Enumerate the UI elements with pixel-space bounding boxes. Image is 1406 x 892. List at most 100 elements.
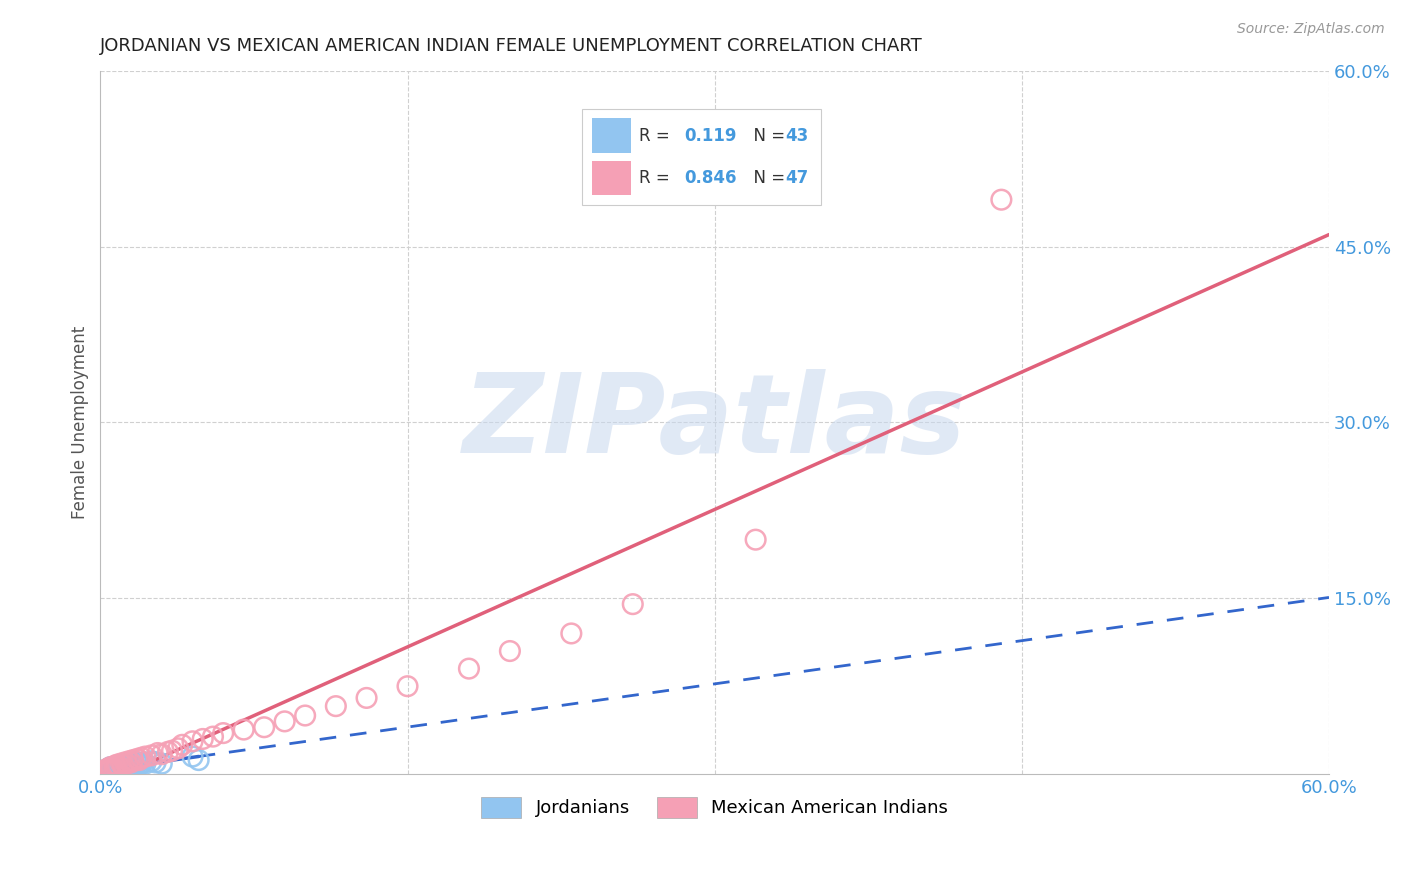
- Point: [104, 759, 127, 773]
- Point: [128, 753, 150, 767]
- Point: [100, 763, 122, 777]
- Point: [128, 757, 150, 772]
- Point: [110, 763, 132, 777]
- Point: [191, 731, 214, 746]
- Point: [97, 761, 120, 775]
- Point: [97, 761, 120, 775]
- Point: [621, 597, 644, 611]
- Point: [96, 764, 118, 779]
- Text: ZIPatlas: ZIPatlas: [463, 369, 966, 476]
- Point: [181, 749, 204, 764]
- Text: R =: R =: [638, 127, 675, 145]
- Point: [120, 756, 142, 770]
- Text: JORDANIAN VS MEXICAN AMERICAN INDIAN FEMALE UNEMPLOYMENT CORRELATION CHART: JORDANIAN VS MEXICAN AMERICAN INDIAN FEM…: [100, 37, 924, 55]
- Point: [396, 679, 419, 693]
- Text: 43: 43: [785, 127, 808, 145]
- Text: R =: R =: [638, 169, 675, 187]
- Point: [212, 726, 235, 740]
- Point: [105, 760, 128, 774]
- Point: [232, 723, 254, 737]
- Point: [141, 754, 163, 768]
- Point: [97, 763, 120, 777]
- Point: [97, 764, 120, 778]
- Point: [114, 761, 136, 775]
- Text: 0.119: 0.119: [683, 127, 737, 145]
- Text: 47: 47: [785, 169, 808, 187]
- Point: [150, 747, 173, 762]
- Point: [105, 760, 128, 774]
- Point: [104, 763, 127, 777]
- Point: [131, 750, 153, 764]
- Point: [105, 761, 128, 775]
- Point: [100, 764, 122, 778]
- Y-axis label: Female Unemployment: Female Unemployment: [72, 326, 89, 519]
- Point: [141, 748, 163, 763]
- Point: [105, 759, 128, 773]
- Point: [201, 730, 224, 744]
- Point: [122, 759, 145, 773]
- Point: [110, 759, 132, 773]
- Point: [96, 763, 118, 777]
- Point: [100, 760, 122, 774]
- Point: [167, 741, 190, 756]
- Point: [127, 756, 149, 771]
- Text: Source: ZipAtlas.com: Source: ZipAtlas.com: [1237, 22, 1385, 37]
- Point: [115, 756, 138, 771]
- Text: 0.846: 0.846: [683, 169, 737, 187]
- Point: [253, 720, 276, 734]
- Point: [120, 757, 142, 772]
- Text: N =: N =: [742, 169, 790, 187]
- Point: [101, 761, 124, 775]
- Point: [132, 756, 155, 770]
- Point: [172, 738, 194, 752]
- Point: [127, 752, 149, 766]
- Point: [115, 760, 138, 774]
- Point: [105, 763, 128, 777]
- Point: [100, 760, 122, 774]
- Point: [134, 756, 156, 771]
- Point: [560, 626, 582, 640]
- Point: [124, 757, 146, 772]
- Point: [100, 763, 122, 777]
- Point: [273, 714, 295, 729]
- Point: [122, 753, 145, 767]
- Point: [127, 756, 149, 770]
- Point: [114, 759, 136, 773]
- Text: N =: N =: [742, 127, 790, 145]
- Point: [145, 756, 167, 770]
- Point: [110, 756, 132, 771]
- Point: [150, 756, 173, 771]
- Point: [325, 699, 347, 714]
- Point: [107, 761, 129, 775]
- Point: [107, 760, 129, 774]
- Point: [187, 753, 209, 767]
- Point: [104, 760, 127, 774]
- Point: [356, 690, 378, 705]
- Point: [105, 757, 128, 772]
- Point: [111, 757, 134, 772]
- Point: [146, 746, 169, 760]
- Point: [458, 662, 481, 676]
- Point: [118, 754, 141, 768]
- Point: [134, 749, 156, 764]
- Point: [110, 761, 132, 775]
- Point: [181, 734, 204, 748]
- Point: [104, 761, 127, 775]
- Point: [101, 763, 124, 777]
- Point: [101, 764, 124, 778]
- Point: [499, 644, 522, 658]
- Point: [294, 708, 316, 723]
- Point: [104, 764, 127, 778]
- Point: [118, 759, 141, 773]
- Point: [101, 761, 124, 775]
- Point: [107, 759, 129, 773]
- Legend: Jordanians, Mexican American Indians: Jordanians, Mexican American Indians: [474, 789, 955, 825]
- Point: [111, 757, 134, 772]
- Point: [114, 756, 136, 770]
- Point: [160, 744, 183, 758]
- Point: [93, 764, 115, 778]
- Point: [156, 745, 179, 759]
- Point: [744, 533, 766, 547]
- Point: [111, 760, 134, 774]
- Point: [93, 764, 115, 778]
